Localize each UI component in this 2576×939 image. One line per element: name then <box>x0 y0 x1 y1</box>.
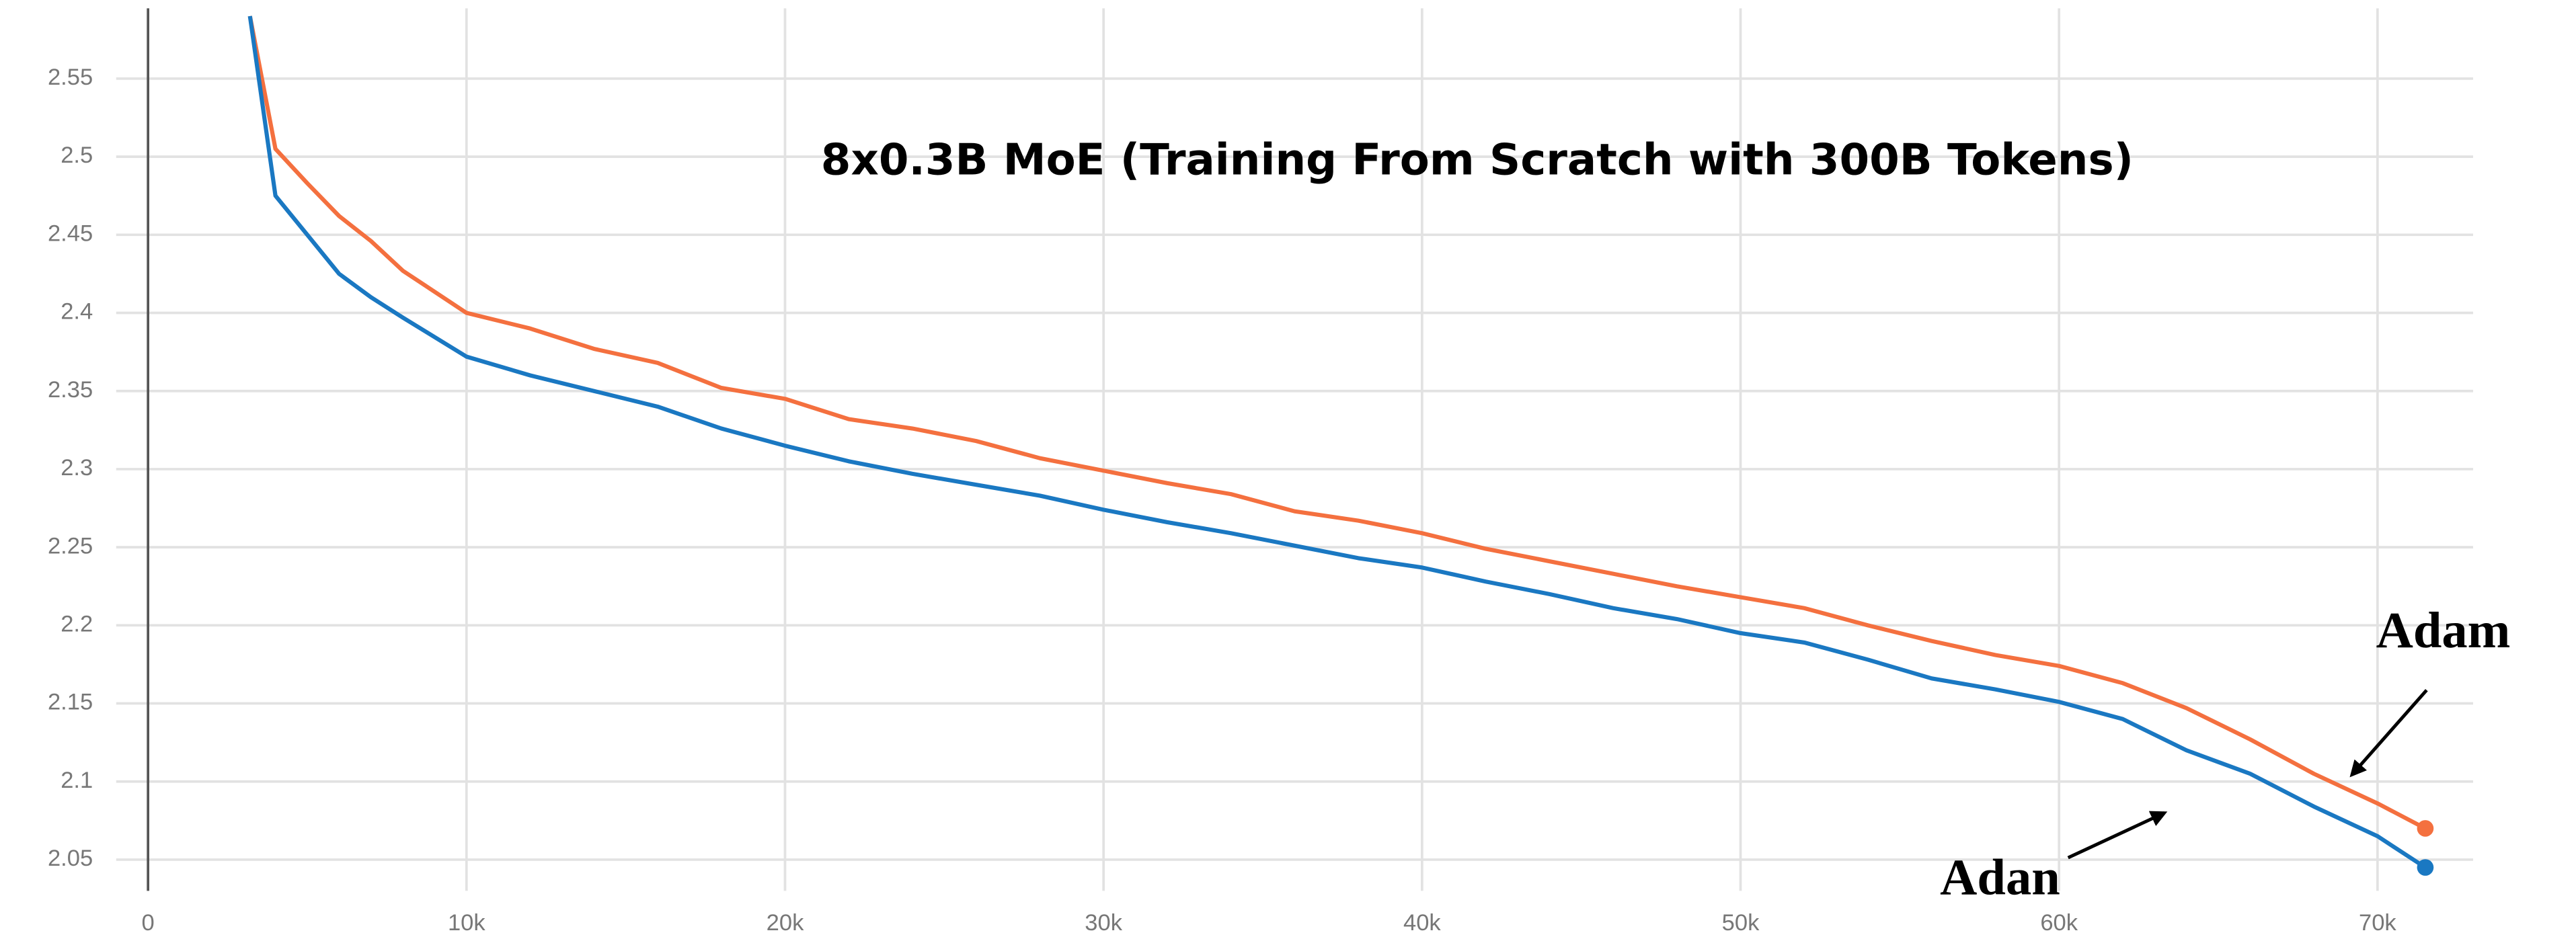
end-point <box>2417 859 2434 876</box>
x-tick-label: 30k <box>1085 910 1122 936</box>
y-tick-label: 2.5 <box>61 142 93 168</box>
chart-title: 8x0.3B MoE (Training From Scratch with 3… <box>821 134 2134 185</box>
x-tick-label: 10k <box>448 910 485 936</box>
end-point <box>2417 820 2434 837</box>
arrow <box>2067 811 2168 860</box>
y-tick-label: 2.2 <box>61 611 93 637</box>
x-tick-label: 20k <box>767 910 804 936</box>
y-tick-label: 2.45 <box>48 220 93 246</box>
grid: 2.05 2.1 2.15 2.2 2.25 2.3 2.35 2.4 2.45 2.5 2.55 0… <box>48 8 2473 936</box>
x-tick-label: 0 <box>142 910 155 936</box>
y-tick-label: 2.55 <box>48 65 93 90</box>
y-tick-label: 2.35 <box>48 377 93 403</box>
y-tick-label: 2.1 <box>61 768 93 793</box>
annotation: Adan <box>1940 849 2060 906</box>
arrow <box>2349 689 2428 778</box>
y-tick-label: 2.4 <box>61 299 93 325</box>
x-tick-label: 70k <box>2359 910 2396 936</box>
annotation: Adam <box>2376 602 2511 659</box>
y-tick-label: 2.25 <box>48 533 93 559</box>
y-tick-label: 2.05 <box>48 846 93 871</box>
series-line <box>247 15 2427 831</box>
x-tick-label: 60k <box>2040 910 2078 936</box>
plot <box>247 15 2434 876</box>
series-line <box>247 15 2427 870</box>
x-tick-label: 50k <box>1722 910 1760 936</box>
y-tick-label: 2.3 <box>61 455 93 481</box>
x-tick-label: 40k <box>1403 910 1441 936</box>
y-tick-label: 2.15 <box>48 690 93 715</box>
